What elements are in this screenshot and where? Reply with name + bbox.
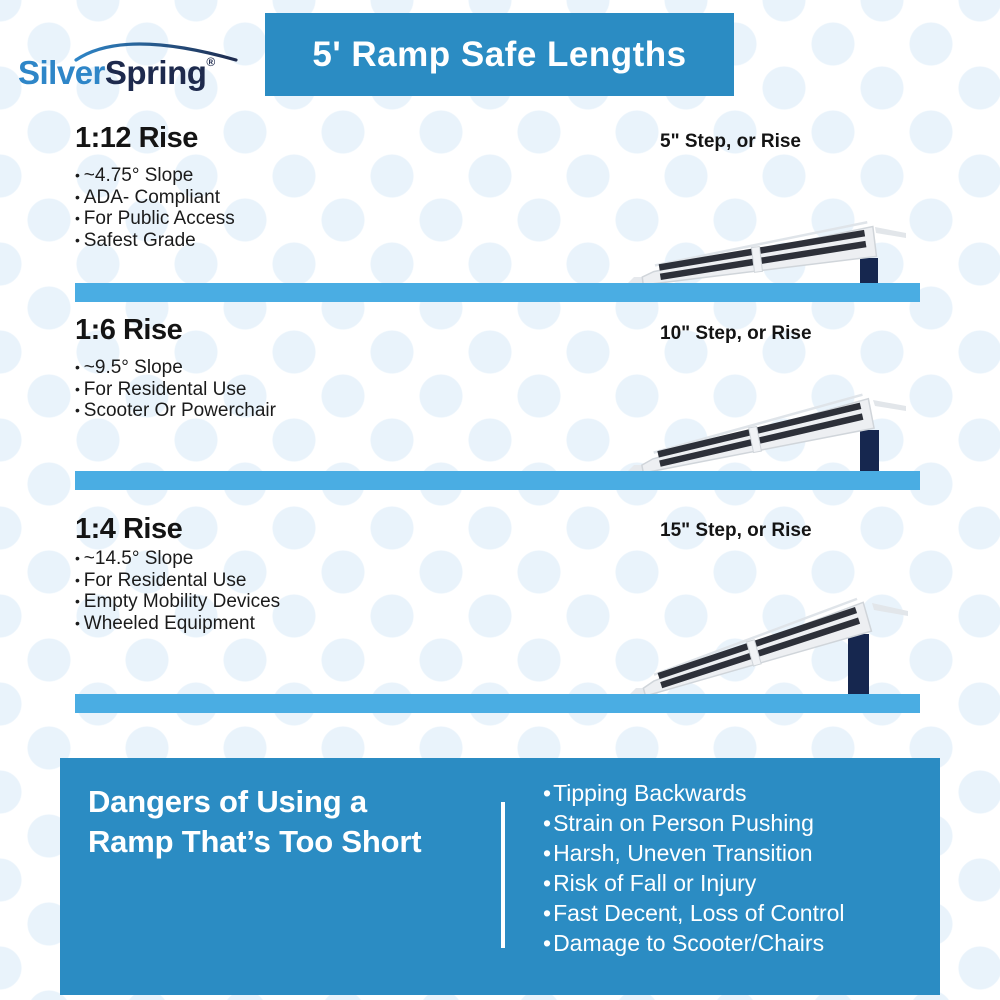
bullet-item: Wheeled Equipment	[75, 613, 280, 635]
ramp-illustration-1-6-icon	[628, 362, 906, 484]
ground-bar-3	[75, 694, 920, 713]
brand-name: SilverSpring®	[18, 54, 215, 92]
ramp-illustration-1-4-icon	[630, 572, 908, 707]
danger-item: Fast Decent, Loss of Control	[543, 898, 844, 928]
section-heading-1-4-rise: 1:4 Rise	[75, 513, 183, 545]
danger-title-line1: Dangers of Using a	[88, 784, 367, 819]
bullet-item: Scooter Or Powerchair	[75, 400, 276, 422]
ground-bar-2	[75, 471, 920, 490]
section-bullets-1-12: ~4.75° Slope ADA- Compliant For Public A…	[75, 165, 235, 251]
registered-mark: ®	[206, 55, 215, 69]
danger-item: Tipping Backwards	[543, 778, 845, 808]
danger-item: Strain on Person Pushing	[543, 808, 845, 838]
brand-name-spring: Spring	[104, 54, 207, 91]
section-heading-1-6-rise: 1:6 Rise	[75, 314, 183, 346]
brand-name-silver: Silver	[18, 54, 105, 91]
bullet-item: ~14.5° Slope	[75, 548, 280, 570]
bullet-item: ~9.5° Slope	[75, 357, 276, 379]
danger-item: Damage to Scooter/Chairs	[543, 928, 845, 958]
bullet-item: Safest Grade	[75, 230, 235, 252]
bullet-item: For Public Access	[75, 208, 235, 230]
danger-list: Tipping Backwards Strain on Person Pushi…	[543, 778, 845, 958]
danger-panel: Dangers of Using a Ramp That’s Too Short…	[60, 758, 940, 995]
bullet-item: For Residental Use	[75, 379, 276, 401]
danger-item: Harsh, Uneven Transition	[543, 838, 845, 868]
danger-title-line2: Ramp That’s Too Short	[88, 824, 422, 859]
section-bullets-1-6: ~9.5° Slope For Residental Use Scooter O…	[75, 357, 276, 422]
bullet-item: For Residental Use	[75, 570, 280, 592]
ground-bar-1	[75, 283, 920, 302]
section-bullets-1-4: ~14.5° Slope For Residental Use Empty Mo…	[75, 548, 280, 634]
page-title: 5' Ramp Safe Lengths	[265, 13, 734, 96]
page-title-text: 5' Ramp Safe Lengths	[312, 34, 687, 74]
vertical-divider	[501, 802, 505, 948]
brand-logo: SilverSpring®	[18, 26, 248, 96]
danger-title: Dangers of Using a Ramp That’s Too Short	[88, 782, 422, 862]
section-heading-1-12-rise: 1:12 Rise	[75, 122, 198, 154]
bullet-item: ~4.75° Slope	[75, 165, 235, 187]
step-label-15-inch: 15" Step, or Rise	[660, 520, 812, 541]
bullet-item: ADA- Compliant	[75, 187, 235, 209]
logo-arc-icon	[74, 42, 238, 62]
danger-item: Risk of Fall or Injury	[543, 868, 845, 898]
bullet-item: Empty Mobility Devices	[75, 591, 280, 613]
step-label-5-inch: 5" Step, or Rise	[660, 131, 801, 152]
step-label-10-inch: 10" Step, or Rise	[660, 323, 812, 344]
